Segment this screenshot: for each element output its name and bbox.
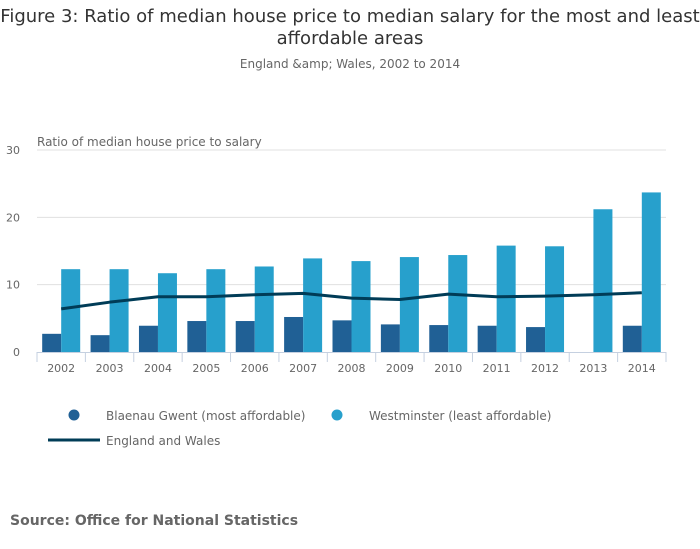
bar-blaenau-gwent — [42, 333, 62, 352]
bar-westminster — [351, 261, 371, 352]
y-tick-label: 0 — [13, 346, 20, 359]
x-tick-label: 2006 — [241, 362, 269, 375]
x-tick-label: 2008 — [338, 362, 366, 375]
x-tick-label: 2003 — [96, 362, 124, 375]
bar-blaenau-gwent — [477, 325, 497, 352]
x-tick-label: 2004 — [144, 362, 172, 375]
x-tick-label: 2007 — [289, 362, 317, 375]
legend-label-england-wales: England and Wales — [106, 434, 220, 448]
bar-westminster — [157, 273, 177, 352]
bar-blaenau-gwent — [284, 316, 304, 352]
y-axis-label: Ratio of median house price to salary — [37, 135, 262, 149]
chart-subtitle: England &amp; Wales, 2002 to 2014 — [239, 57, 461, 71]
bar-westminster — [399, 257, 419, 352]
legend-label-blaenau-gwent: Blaenau Gwent (most affordable) — [106, 409, 305, 423]
chart-title: Figure 3: Ratio of median house price to… — [0, 6, 700, 49]
bar-westminster — [641, 192, 661, 352]
y-tick-label: 30 — [6, 144, 20, 157]
bar-blaenau-gwent — [90, 335, 110, 352]
bar-blaenau-gwent — [429, 325, 449, 352]
bar-westminster — [206, 269, 226, 352]
x-tick-label: 2013 — [579, 362, 607, 375]
bar-blaenau-gwent — [622, 325, 642, 352]
source-note: Source: Office for National Statistics — [10, 513, 299, 529]
y-tick-label: 20 — [6, 211, 20, 224]
bar-westminster — [61, 269, 81, 352]
bar-blaenau-gwent — [138, 325, 158, 352]
bar-westminster — [496, 245, 516, 352]
x-tick-label: 2005 — [192, 362, 220, 375]
line-england-wales — [60, 291, 642, 311]
x-tick-label: 2012 — [531, 362, 559, 375]
x-tick-label: 2014 — [628, 362, 656, 375]
bar-westminster — [593, 209, 613, 352]
x-tick-label: 2011 — [483, 362, 511, 375]
x-tick-label: 2009 — [386, 362, 414, 375]
bar-blaenau-gwent — [235, 321, 255, 352]
legend-marker-blaenau-gwent — [68, 409, 80, 421]
legend-marker-westminster — [331, 409, 343, 421]
bar-westminster — [254, 266, 274, 352]
x-tick-label: 2010 — [434, 362, 462, 375]
bar-blaenau-gwent — [526, 327, 546, 352]
bar-westminster — [109, 269, 129, 352]
x-tick-label: 2002 — [47, 362, 75, 375]
legend-label-westminster: Westminster (least affordable) — [369, 409, 551, 423]
y-tick-label: 10 — [6, 279, 20, 292]
bar-westminster — [303, 258, 323, 352]
bar-blaenau-gwent — [187, 321, 207, 352]
bar-westminster — [448, 255, 468, 352]
bar-blaenau-gwent — [380, 324, 400, 352]
bar-blaenau-gwent — [332, 320, 352, 352]
bar-westminster — [545, 246, 565, 352]
